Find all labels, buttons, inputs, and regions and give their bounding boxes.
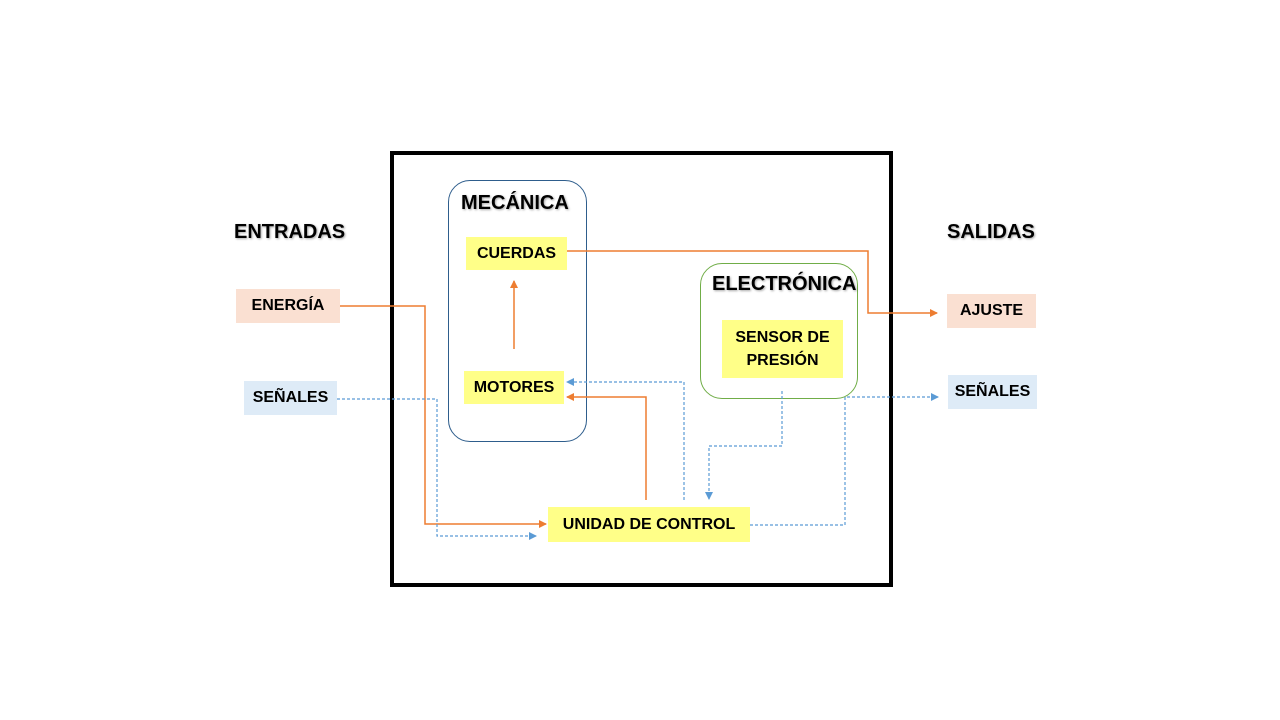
sensor-label-line2: PRESIÓN	[746, 352, 819, 369]
inputs-heading: ENTRADAS	[234, 221, 346, 243]
input-signals: SEÑALES	[244, 381, 337, 415]
energy-to-control-arrow	[340, 305, 547, 528]
strings-to-adjust-arrow	[567, 250, 938, 317]
output-adjust: AJUSTE	[947, 294, 1036, 328]
control-to-motors-arrow	[566, 393, 647, 500]
control-to-signals-output-arrow	[750, 393, 939, 526]
outputs-heading: SALIDAS	[947, 221, 1035, 243]
mechanics-title: MECÁNICA	[461, 192, 569, 214]
pressure-sensor-component: SENSOR DE PRESIÓN	[722, 320, 843, 378]
control-unit-component: UNIDAD DE CONTROL	[548, 507, 750, 542]
electronics-title: ELECTRÓNICA	[712, 273, 857, 295]
strings-component: CUERDAS	[466, 237, 567, 270]
system-boundary	[390, 151, 893, 587]
input-energy: ENERGÍA	[236, 289, 340, 323]
sensor-label-line1: SENSOR DE	[735, 328, 830, 346]
mechanics-group	[448, 180, 587, 442]
sensor-to-control-arrow	[705, 391, 783, 500]
control-to-motors-signal-arrow	[566, 378, 685, 500]
electronics-group	[700, 263, 858, 399]
output-signals: SEÑALES	[948, 375, 1037, 409]
signals-to-control-arrow	[337, 398, 537, 540]
motors-component: MOTORES	[464, 371, 564, 404]
